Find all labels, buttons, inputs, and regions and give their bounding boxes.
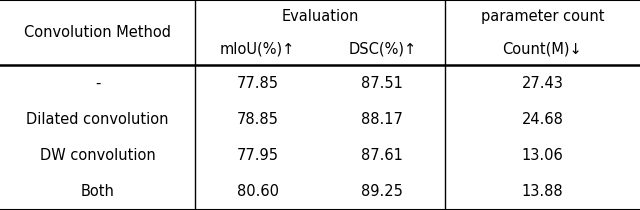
Text: 80.60: 80.60	[237, 184, 278, 199]
Text: Evaluation: Evaluation	[282, 9, 358, 24]
Text: Count(M)↓: Count(M)↓	[502, 41, 582, 56]
Text: Convolution Method: Convolution Method	[24, 25, 171, 40]
Text: 87.51: 87.51	[362, 76, 403, 91]
Text: 88.17: 88.17	[362, 112, 403, 127]
Text: 77.85: 77.85	[237, 76, 278, 91]
Text: Both: Both	[81, 184, 115, 199]
Text: 13.06: 13.06	[522, 148, 563, 163]
Text: 87.61: 87.61	[362, 148, 403, 163]
Text: DSC(%)↑: DSC(%)↑	[348, 41, 417, 56]
Text: -: -	[95, 76, 100, 91]
Text: 24.68: 24.68	[522, 112, 563, 127]
Text: 89.25: 89.25	[362, 184, 403, 199]
Text: DW convolution: DW convolution	[40, 148, 156, 163]
Text: parameter count: parameter count	[481, 9, 604, 24]
Text: mIoU(%)↑: mIoU(%)↑	[220, 41, 295, 56]
Text: Dilated convolution: Dilated convolution	[26, 112, 169, 127]
Text: 13.88: 13.88	[522, 184, 563, 199]
Text: 27.43: 27.43	[522, 76, 563, 91]
Text: 77.95: 77.95	[237, 148, 278, 163]
Text: 78.85: 78.85	[237, 112, 278, 127]
